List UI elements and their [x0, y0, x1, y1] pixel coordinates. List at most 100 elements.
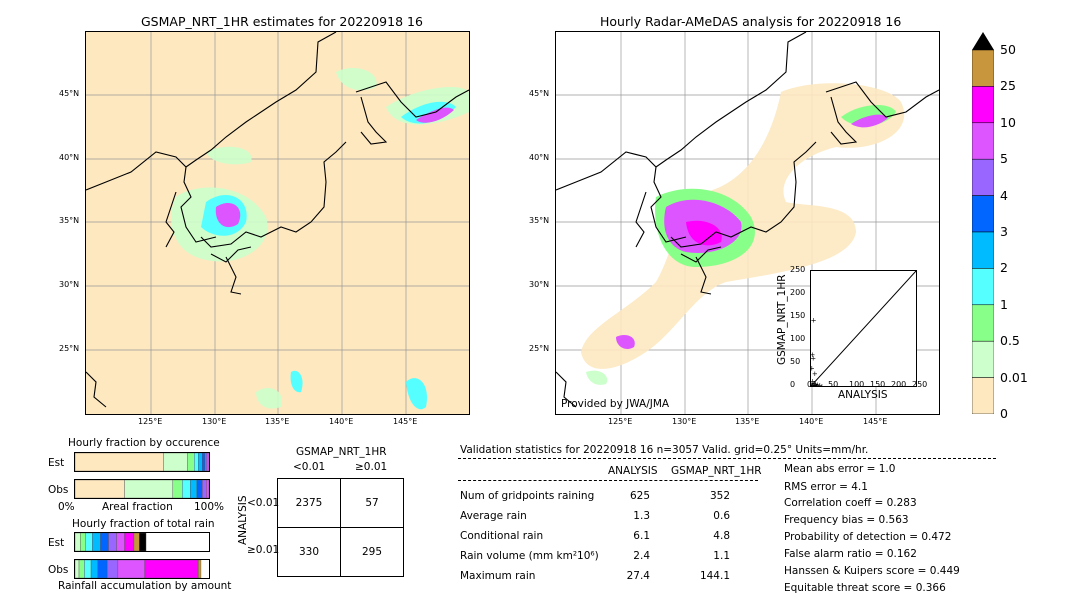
total-est-bar	[74, 532, 210, 552]
fraction-segment	[124, 479, 174, 499]
fraction-segment	[198, 452, 203, 472]
validation-col-divider	[458, 480, 758, 481]
fraction-segment	[124, 532, 135, 552]
contingency-col-0: <0.01	[293, 461, 326, 473]
colorbar-segment	[971, 231, 995, 269]
fraction-segment	[92, 532, 101, 552]
validation-row-gsmap: 4.8	[713, 530, 730, 542]
lon-tick-label: 125°E	[608, 417, 633, 426]
coastline	[165, 191, 177, 248]
scatter-ylabel: GSMAP_NRT_1HR	[776, 274, 788, 365]
right-map-canvas	[556, 32, 939, 414]
colorbar-label: 1	[1000, 296, 1008, 312]
scatter-point: +	[811, 377, 816, 385]
contingency-cell: 330	[277, 527, 341, 577]
total-est-label: Est	[48, 537, 65, 549]
fraction-segment	[100, 532, 109, 552]
occurrence-axis-right: 100%	[194, 501, 225, 513]
left-map-title: GSMAP_NRT_1HR estimates for 20220918 16	[141, 14, 423, 29]
data-credit: Provided by JWA/JMA	[561, 398, 670, 410]
validation-header: Validation statistics for 20220918 16 n=…	[460, 444, 869, 456]
fraction-segment	[206, 479, 210, 499]
fraction-segment	[144, 559, 199, 579]
validation-row-label: Average rain	[460, 510, 527, 522]
rain-area	[686, 220, 722, 246]
coastline	[680, 246, 722, 263]
rain-area	[256, 387, 282, 409]
scatter-point: +	[817, 382, 823, 386]
occurrence-axis-label: Areal fraction	[102, 501, 173, 513]
coastline	[830, 96, 858, 145]
coastline	[695, 256, 712, 295]
scatter-point: +	[811, 379, 817, 386]
fraction-segment	[108, 532, 117, 552]
rain-area	[416, 107, 454, 123]
scatter-inset: +++++++++++++++	[809, 270, 917, 391]
lon-tick-label: 145°E	[393, 417, 418, 426]
rain-area	[215, 203, 241, 228]
fraction-segment	[181, 479, 191, 499]
fraction-segment	[202, 452, 206, 472]
coastline	[556, 371, 577, 408]
colorbar-label: 0.01	[1000, 369, 1028, 385]
scatter-point: +	[811, 354, 816, 362]
fraction-segment	[198, 559, 202, 579]
lat-tick-label: 30°N	[59, 280, 80, 289]
colorbar-extend	[972, 32, 994, 50]
validation-row-gsmap: 352	[709, 490, 730, 502]
coastline	[86, 371, 107, 408]
total-obs-label: Obs	[48, 564, 69, 576]
fraction-segment	[204, 452, 208, 472]
validation-row-gsmap: 1.1	[713, 550, 730, 562]
score-freq-bias: Frequency bias = 0.563	[784, 514, 909, 526]
coastline	[200, 141, 347, 248]
scatter-xlabel: ANALYSIS	[838, 389, 888, 401]
left-map-canvas	[86, 32, 469, 414]
lon-tick-label: 130°E	[672, 417, 697, 426]
validation-row-analysis: 2.4	[633, 550, 650, 562]
lat-tick-label: 45°N	[59, 89, 80, 98]
colorbar-segment	[971, 122, 995, 160]
scatter-y-tick: 250	[790, 265, 806, 274]
contingency-cell: 2375	[277, 478, 341, 528]
scatter-x-tick: 0	[807, 380, 813, 389]
validation-row-gsmap: 0.6	[713, 510, 730, 522]
scatter-x-tick: 100	[849, 380, 865, 389]
fraction-segment	[202, 479, 207, 499]
lat-tick-label: 45°N	[529, 89, 550, 98]
fraction-segment	[90, 559, 98, 579]
rain-area	[206, 146, 252, 165]
scatter-point: +	[819, 383, 825, 386]
occurrence-obs-label: Obs	[48, 484, 69, 496]
colorbar-segment	[971, 86, 995, 124]
validation-row-label: Num of gridpoints raining	[460, 490, 595, 502]
scatter-point: +	[815, 381, 821, 386]
lat-tick-label: 25°N	[59, 344, 80, 353]
validation-row-label: Maximum rain	[460, 570, 536, 582]
scatter-x-tick: 200	[891, 380, 907, 389]
scatter-x-tick: 150	[870, 380, 886, 389]
scatter-point: +	[811, 351, 815, 359]
scatter-y-tick: 50	[790, 357, 801, 366]
score-mae: Mean abs error = 1.0	[784, 463, 896, 475]
lon-tick-label: 130°E	[202, 417, 227, 426]
validation-row-label: Rain volume (mm km²10⁶)	[460, 550, 599, 562]
fraction-segment	[84, 559, 92, 579]
diagonal-line	[810, 270, 917, 387]
validation-row-analysis: 625	[629, 490, 650, 502]
rain-area	[336, 67, 377, 91]
scatter-y-tick: 150	[790, 311, 806, 320]
score-rms: RMS error = 4.1	[784, 481, 868, 493]
coastline	[180, 166, 217, 243]
fraction-segment	[206, 452, 210, 472]
scatter-x-tick: 50	[828, 380, 839, 389]
contingency-cell: 295	[340, 527, 404, 577]
colorbar-label: 4	[1000, 187, 1008, 203]
fraction-segment	[194, 452, 199, 472]
lat-tick-label: 30°N	[529, 280, 550, 289]
colorbar-segment	[971, 158, 995, 196]
coastline	[825, 81, 939, 118]
colorbar-label: 0	[1000, 406, 1008, 421]
coastline	[670, 141, 817, 248]
colorbar-canvas	[971, 32, 995, 415]
